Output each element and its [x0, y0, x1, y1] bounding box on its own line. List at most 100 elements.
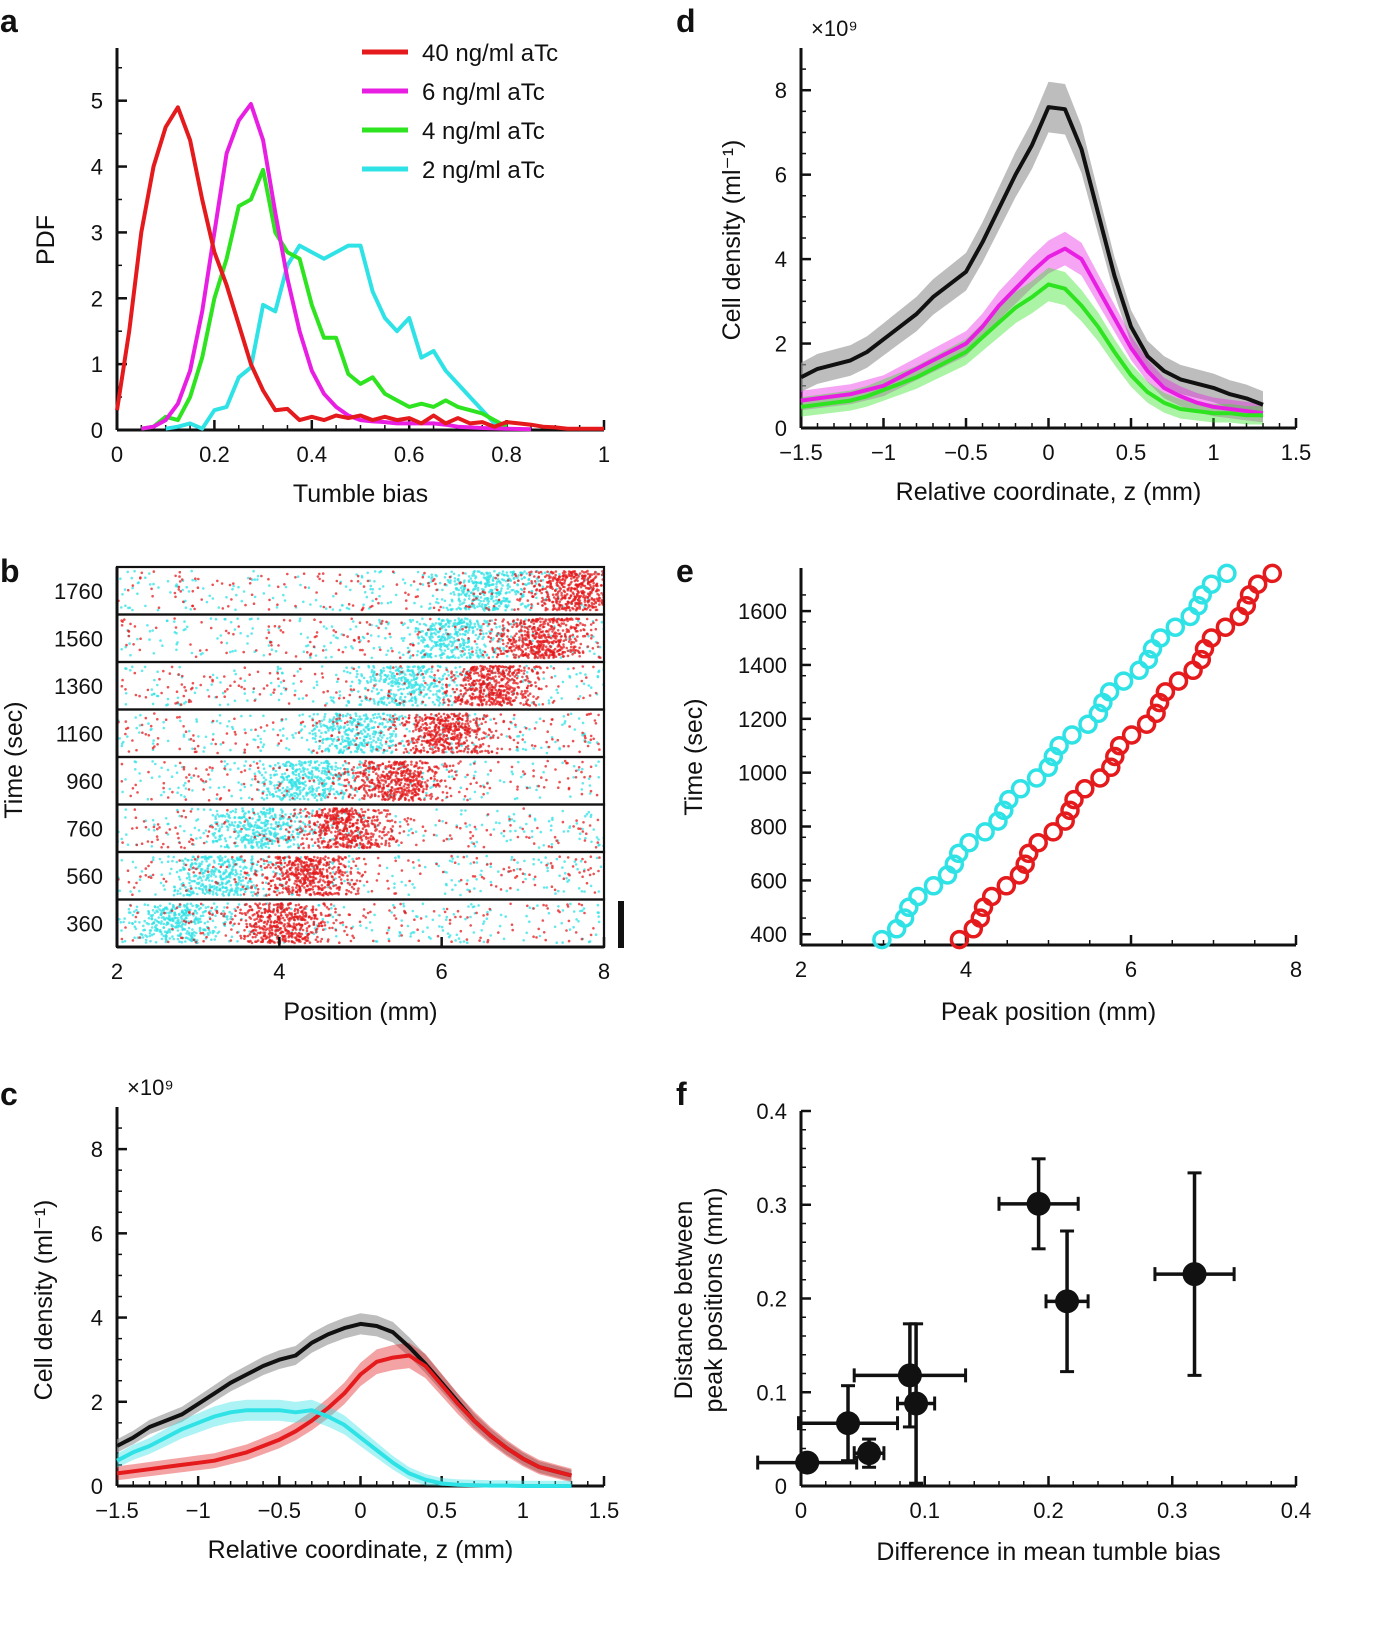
cell-dot-red	[349, 688, 353, 691]
cell-dot-red	[523, 666, 526, 669]
cell-dot-red	[556, 584, 560, 587]
cell-dot-red	[475, 717, 479, 720]
cell-dot-red	[532, 695, 535, 698]
cell-dot-cyan	[326, 747, 330, 750]
cell-dot-red	[482, 622, 485, 626]
cell-dot-cyan	[370, 669, 374, 672]
cell-dot-red	[586, 577, 590, 581]
cell-dot-red	[527, 636, 530, 639]
cell-dot-red	[144, 716, 148, 720]
cell-dot-red	[563, 606, 567, 610]
cell-dot-red	[589, 628, 593, 632]
cell-dot-cyan	[597, 776, 600, 779]
cell-dot-red	[456, 750, 459, 754]
cell-dot-red	[565, 603, 568, 606]
cell-dot-cyan	[321, 741, 325, 744]
cell-dot-cyan	[339, 726, 343, 729]
cell-dot-red	[426, 741, 429, 745]
cell-dot-red	[474, 745, 478, 748]
cell-dot-red	[252, 602, 256, 605]
cell-dot-red	[468, 605, 472, 609]
cell-dot-cyan	[492, 576, 495, 579]
cell-dot-red	[459, 692, 463, 696]
cell-dot-cyan	[342, 669, 346, 673]
cell-dot-cyan	[515, 748, 518, 752]
cell-dot-red	[256, 745, 260, 749]
cell-dot-red	[482, 675, 485, 679]
cell-dot-cyan	[414, 630, 417, 633]
cell-dot-cyan	[450, 650, 454, 654]
cell-dot-cyan	[504, 579, 508, 583]
cell-dot-cyan	[378, 646, 381, 649]
cell-dot-cyan	[332, 634, 336, 637]
cell-dot-red	[495, 588, 499, 592]
cell-dot-red	[422, 736, 426, 739]
cell-dot-cyan	[575, 673, 578, 676]
cell-dot-red	[494, 683, 498, 686]
cell-dot-red	[284, 651, 288, 654]
cell-dot-red	[586, 632, 589, 636]
cell-dot-red	[428, 717, 432, 720]
cell-dot-cyan	[385, 703, 388, 707]
cell-dot-cyan	[176, 791, 179, 794]
cell-dot-cyan	[541, 585, 545, 588]
cell-dot-cyan	[320, 778, 323, 782]
cell-dot-red	[518, 639, 521, 642]
cell-dot-red	[581, 575, 584, 578]
cell-dot-red	[475, 721, 478, 725]
cell-dot-red	[530, 620, 533, 624]
cell-dot-red	[380, 622, 383, 625]
cell-dot-cyan	[306, 798, 310, 801]
cell-dot-red	[560, 591, 563, 595]
cell-dot-red	[343, 721, 347, 725]
cell-dot-red	[399, 665, 402, 668]
cell-dot-red	[552, 667, 556, 670]
cell-dot-cyan	[514, 592, 518, 596]
cell-dot-red	[549, 618, 552, 621]
cell-dot-red	[496, 747, 499, 750]
cell-dot-cyan	[150, 727, 153, 731]
cell-dot-red	[152, 570, 156, 573]
cell-dot-cyan	[505, 571, 509, 574]
cell-dot-cyan	[359, 718, 362, 721]
cell-dot-red	[151, 594, 154, 598]
cell-dot-cyan	[359, 730, 363, 733]
cell-dot-red	[570, 586, 573, 590]
cell-dot-red	[173, 617, 176, 620]
cell-dot-cyan	[311, 700, 315, 703]
cell-dot-red	[442, 712, 446, 716]
cell-dot-red	[338, 731, 341, 734]
cell-dot-cyan	[394, 682, 397, 686]
cell-dot-red	[480, 737, 484, 740]
cell-dot-cyan	[173, 620, 176, 623]
cell-dot-cyan	[422, 688, 425, 692]
cell-dot-red	[405, 607, 408, 610]
cell-dot-red	[120, 684, 124, 688]
cell-dot-cyan	[430, 670, 433, 673]
cell-dot-red	[573, 587, 577, 591]
cell-dot-cyan	[344, 646, 347, 649]
cell-dot-red	[192, 734, 195, 737]
cell-dot-red	[502, 642, 505, 646]
cell-dot-cyan	[341, 715, 345, 718]
cell-dot-cyan	[402, 639, 405, 643]
cell-dot-cyan	[144, 604, 147, 608]
cell-dot-cyan	[253, 772, 257, 775]
cell-dot-cyan	[415, 653, 419, 657]
cell-dot-red	[547, 642, 550, 645]
cell-dot-red	[528, 571, 531, 574]
cell-dot-cyan	[229, 620, 233, 624]
cell-dot-red	[498, 702, 502, 706]
cell-dot-cyan	[505, 735, 509, 738]
cell-dot-cyan	[244, 760, 248, 763]
cell-dot-red	[560, 594, 563, 597]
cell-dot-red	[404, 599, 408, 602]
cell-dot-red	[512, 692, 515, 695]
cell-dot-red	[176, 701, 179, 704]
cell-dot-red	[584, 607, 587, 611]
cell-dot-cyan	[235, 593, 238, 597]
cell-dot-cyan	[248, 796, 251, 800]
cell-dot-red	[177, 588, 181, 591]
cell-dot-red	[377, 626, 380, 630]
cell-dot-cyan	[440, 625, 444, 629]
